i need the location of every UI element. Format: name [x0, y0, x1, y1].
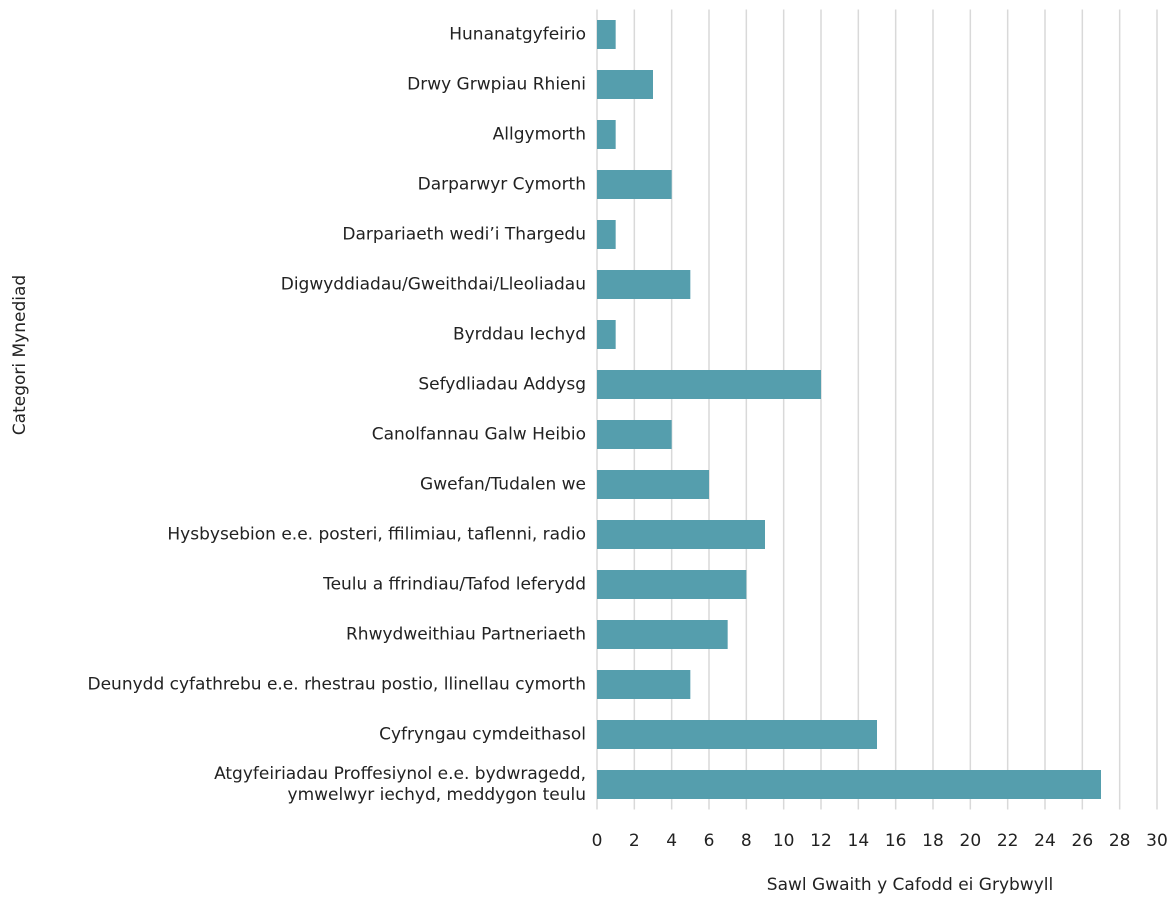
y-tick-label: Hunanatgyfeirio	[449, 24, 586, 44]
y-tick-label: Cyfryngau cymdeithasol	[379, 724, 586, 744]
x-tick-label: 14	[848, 831, 870, 851]
x-tick-label: 12	[810, 831, 832, 851]
bar	[597, 370, 821, 399]
x-tick-label: 4	[666, 831, 677, 851]
bar	[597, 620, 728, 649]
y-tick-label: Drwy Grwpiau Rhieni	[407, 74, 586, 94]
x-tick-label: 10	[773, 831, 795, 851]
bar	[597, 670, 691, 699]
x-tick-label: 26	[1072, 831, 1094, 851]
bar	[597, 20, 616, 49]
y-tick-label: Gwefan/Tudalen we	[420, 474, 586, 494]
bar	[597, 720, 877, 749]
bar	[597, 170, 672, 199]
bar	[597, 570, 747, 599]
x-tick-label: 20	[960, 831, 982, 851]
x-tick-label: 30	[1146, 831, 1168, 851]
bar	[597, 70, 653, 99]
bar	[597, 770, 1101, 799]
y-axis-label: Categori Mynediad	[10, 275, 30, 435]
x-tick-label: 0	[592, 831, 603, 851]
x-tick-label: 8	[741, 831, 752, 851]
x-tick-label: 6	[704, 831, 715, 851]
y-tick-label: Deunydd cyfathrebu e.e. rhestrau postio,…	[87, 674, 587, 694]
x-tick-label: 16	[885, 831, 907, 851]
y-tick-label: Atgyfeiriadau Proffesiynol e.e. bydwrage…	[214, 763, 586, 805]
x-tick-label: 24	[1034, 831, 1056, 851]
bar	[597, 470, 709, 499]
y-tick-label: Darpariaeth wedi’i Thargedu	[342, 224, 586, 244]
y-tick-label: Teulu a ffrindiau/Tafod leferydd	[323, 574, 586, 594]
y-tick-label: Hysbysebion e.e. posteri, ffilimiau, taf…	[167, 524, 586, 544]
x-tick-label: 18	[922, 831, 944, 851]
y-tick-label: Darparwyr Cymorth	[417, 174, 586, 194]
y-tick-label: Sefydliadau Addysg	[418, 374, 586, 394]
y-tick-label: Canolfannau Galw Heibio	[371, 424, 586, 444]
bar	[597, 420, 672, 449]
y-tick-label: Byrddau Iechyd	[452, 324, 586, 344]
bar	[597, 320, 616, 349]
x-tick-label: 22	[997, 831, 1019, 851]
bar	[597, 220, 616, 249]
y-tick-label: Digwyddiadau/Gweithdai/Lleoliadau	[280, 274, 586, 294]
x-tick-label: 2	[629, 831, 640, 851]
bar	[597, 520, 765, 549]
x-axis-label: Sawl Gwaith y Cafodd ei Grybwyll	[767, 875, 1053, 895]
x-tick-label: 28	[1109, 831, 1131, 851]
y-tick-label: Allgymorth	[492, 124, 586, 144]
bar	[597, 270, 691, 299]
y-tick-label: Rhwydweithiau Partneriaeth	[345, 624, 586, 644]
bar	[597, 120, 616, 149]
